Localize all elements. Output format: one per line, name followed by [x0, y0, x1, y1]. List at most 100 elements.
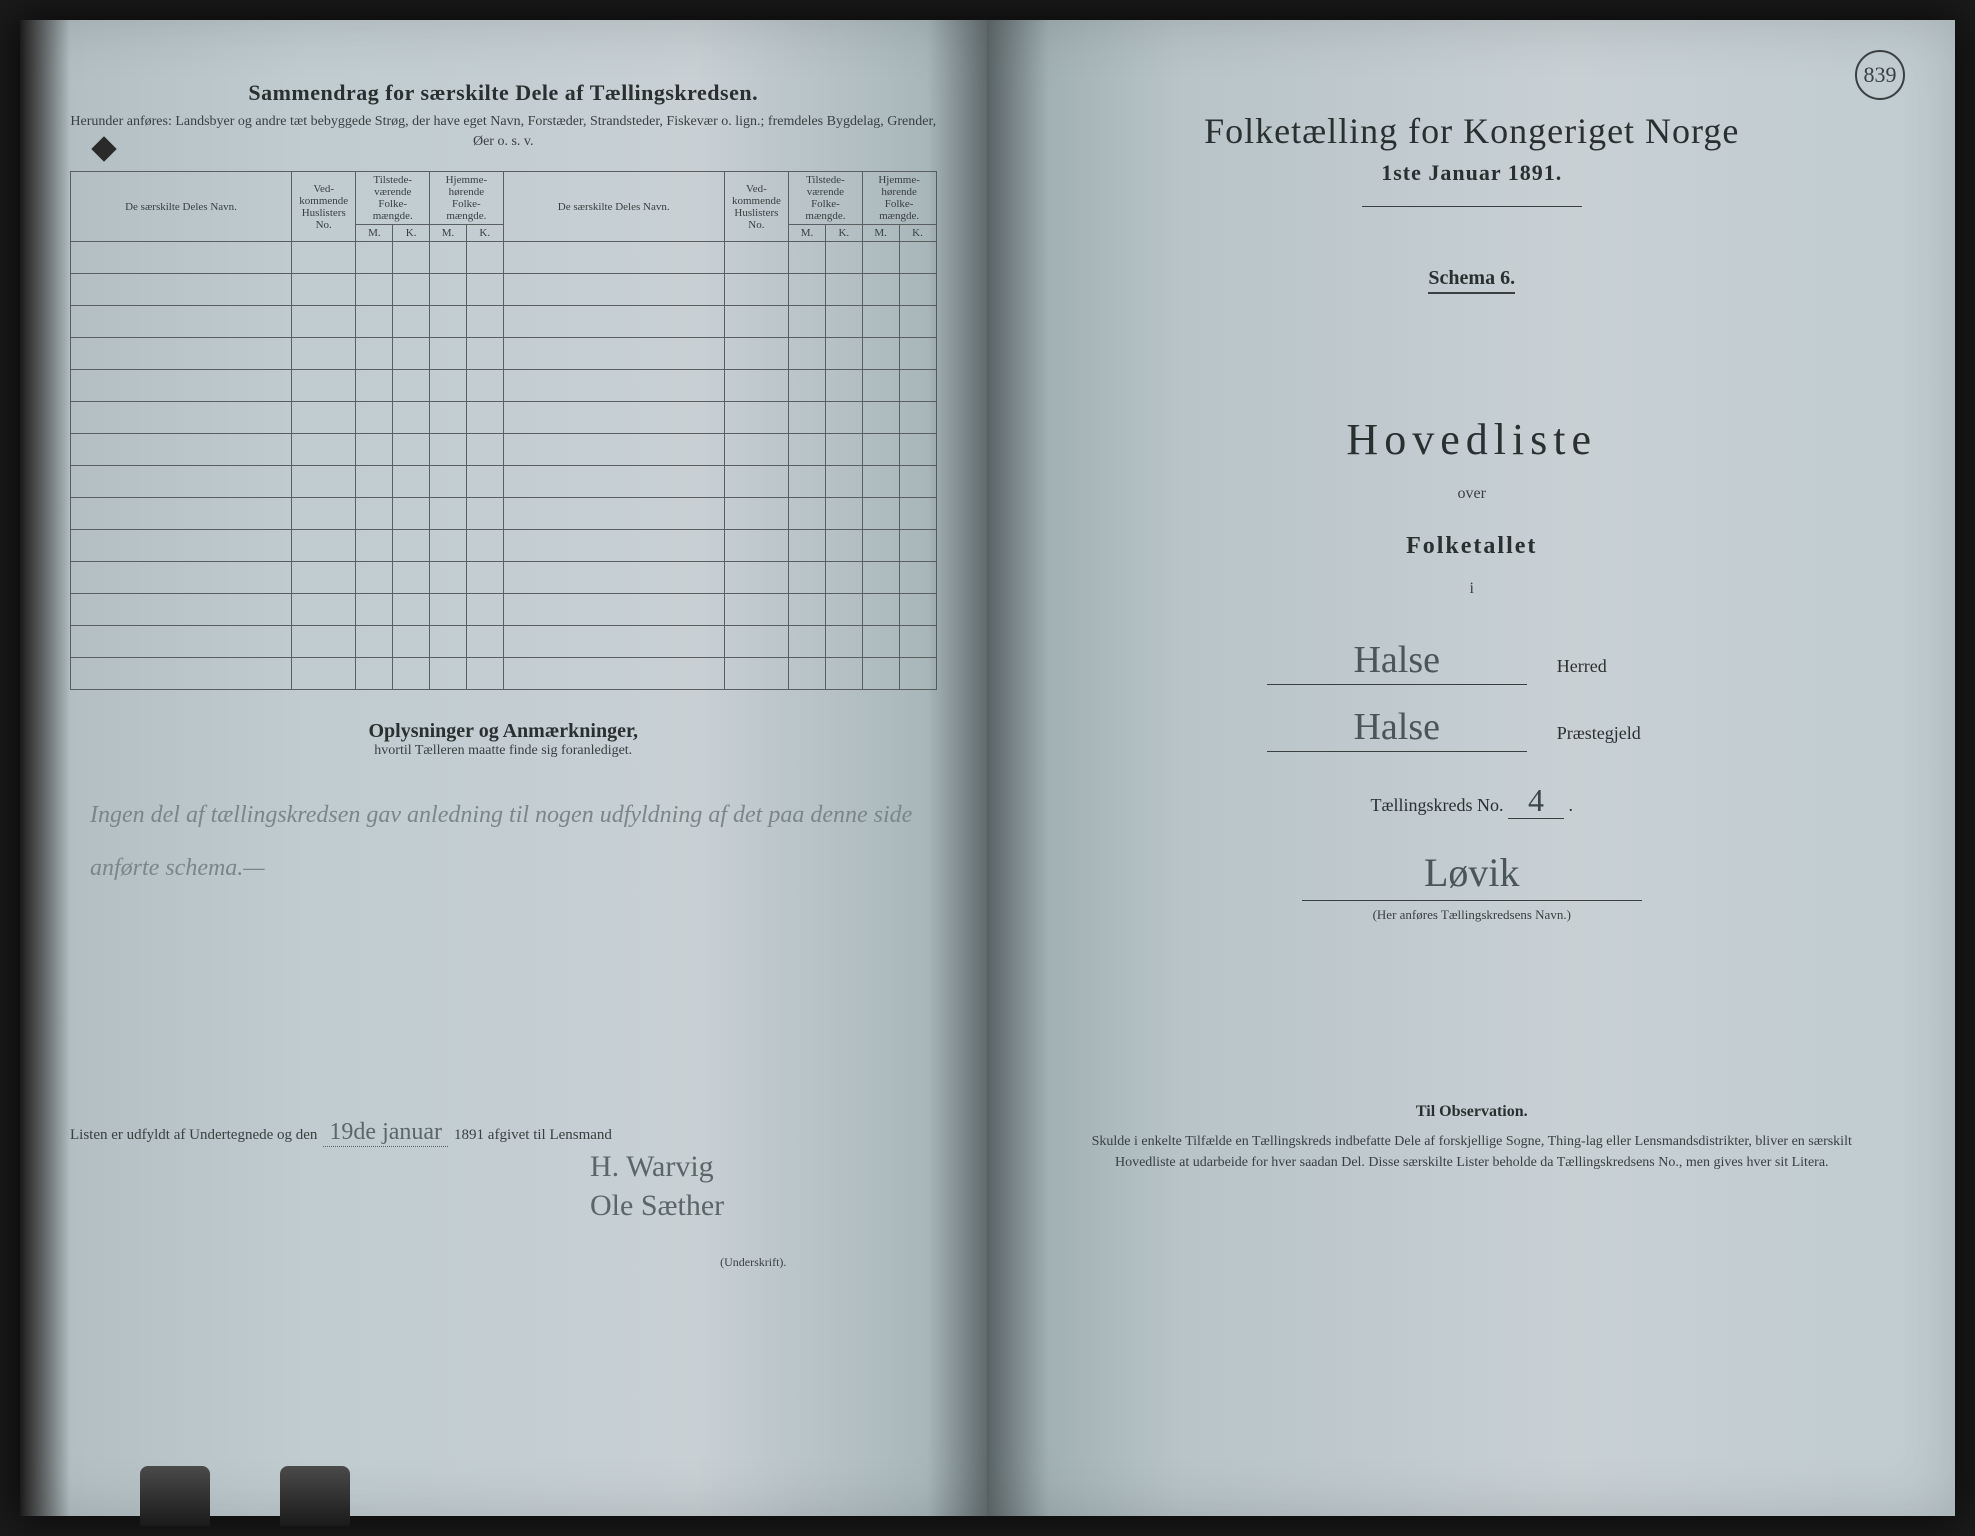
table-cell — [71, 402, 292, 434]
census-date: 1ste Januar 1891. — [1039, 160, 1906, 186]
table-cell — [466, 658, 503, 690]
table-cell — [503, 274, 724, 306]
table-cell — [466, 338, 503, 370]
left-page: Sammendrag for særskilte Dele af Tælling… — [20, 20, 989, 1516]
table-cell — [356, 402, 393, 434]
table-row — [71, 562, 937, 594]
mk-k: K. — [393, 225, 430, 242]
table-cell — [825, 434, 862, 466]
table-cell — [292, 434, 356, 466]
col-hjemme-1: Hjemme-hørende Folke-mængde. — [430, 172, 504, 225]
table-cell — [356, 242, 393, 274]
praestegjeld-row: Halse Præstegjeld — [1039, 705, 1906, 752]
table-cell — [789, 498, 826, 530]
sign-prefix: Listen er udfyldt af Undertegnede og den — [70, 1127, 317, 1144]
table-cell — [292, 626, 356, 658]
table-cell — [862, 562, 899, 594]
table-cell — [430, 594, 467, 626]
table-cell — [71, 466, 292, 498]
book-scan: Sammendrag for særskilte Dele af Tælling… — [20, 20, 1955, 1516]
table-cell — [71, 594, 292, 626]
table-cell — [430, 370, 467, 402]
table-cell — [71, 530, 292, 562]
table-cell — [503, 434, 724, 466]
table-cell — [430, 338, 467, 370]
table-cell — [862, 370, 899, 402]
table-cell — [71, 434, 292, 466]
praeste-label: Præstegjeld — [1557, 723, 1677, 744]
table-row — [71, 530, 937, 562]
table-cell — [789, 434, 826, 466]
table-cell — [825, 402, 862, 434]
signature-names: H. Warvig Ole Sæther — [590, 1147, 937, 1225]
table-cell — [789, 594, 826, 626]
table-cell — [292, 658, 356, 690]
table-cell — [292, 274, 356, 306]
herred-label: Herred — [1557, 656, 1677, 677]
table-cell — [789, 274, 826, 306]
spine-shadow — [927, 20, 987, 1516]
table-row — [71, 594, 937, 626]
table-cell — [292, 370, 356, 402]
table-cell — [825, 626, 862, 658]
spine-shadow — [989, 20, 1049, 1516]
table-cell — [71, 274, 292, 306]
table-cell — [356, 658, 393, 690]
census-title: Folketælling for Kongeriget Norge — [1039, 110, 1906, 152]
table-cell — [356, 370, 393, 402]
table-cell — [292, 562, 356, 594]
table-cell — [724, 466, 788, 498]
table-cell — [393, 370, 430, 402]
table-cell — [724, 370, 788, 402]
table-cell — [356, 306, 393, 338]
table-row — [71, 370, 937, 402]
table-cell — [825, 274, 862, 306]
table-cell — [724, 242, 788, 274]
table-cell — [430, 530, 467, 562]
table-cell — [789, 306, 826, 338]
table-cell — [430, 626, 467, 658]
binding-edge — [20, 20, 70, 1516]
table-cell — [430, 242, 467, 274]
observation-block: Til Observation. Skulde i enkelte Tilfæl… — [1039, 1103, 1906, 1173]
left-page-subtitle: Herunder anføres: Landsbyer og andre tæt… — [70, 112, 937, 151]
table-row — [71, 338, 937, 370]
table-row — [71, 658, 937, 690]
table-cell — [356, 274, 393, 306]
table-cell — [789, 242, 826, 274]
mk-k: K. — [466, 225, 503, 242]
col-hjemme-2: Hjemme-hørende Folke-mængde. — [862, 172, 936, 225]
table-cell — [503, 562, 724, 594]
mk-m: M. — [789, 225, 826, 242]
table-cell — [466, 498, 503, 530]
table-cell — [71, 562, 292, 594]
table-cell — [724, 626, 788, 658]
table-cell — [862, 626, 899, 658]
table-cell — [503, 338, 724, 370]
table-cell — [466, 626, 503, 658]
table-cell — [862, 530, 899, 562]
table-cell — [862, 242, 899, 274]
table-cell — [503, 498, 724, 530]
table-cell — [430, 498, 467, 530]
col-tilst-2: Tilstede-værende Folke-mængde. — [789, 172, 863, 225]
title-rule — [1362, 206, 1582, 207]
table-cell — [724, 658, 788, 690]
table-cell — [503, 242, 724, 274]
remarks-title: Oplysninger og Anmærkninger, — [70, 720, 937, 743]
table-cell — [430, 402, 467, 434]
right-page: 839 Folketælling for Kongeriget Norge 1s… — [989, 20, 1956, 1516]
table-cell — [825, 498, 862, 530]
table-cell — [862, 658, 899, 690]
table-cell — [430, 466, 467, 498]
table-cell — [862, 306, 899, 338]
table-cell — [862, 594, 899, 626]
table-cell — [430, 274, 467, 306]
table-cell — [503, 306, 724, 338]
table-cell — [862, 274, 899, 306]
table-cell — [292, 466, 356, 498]
kreds-name-sublabel: (Her anføres Tællingskredsens Navn.) — [1039, 907, 1906, 923]
summary-table-body — [71, 242, 937, 690]
mk-m: M. — [862, 225, 899, 242]
table-cell — [724, 594, 788, 626]
